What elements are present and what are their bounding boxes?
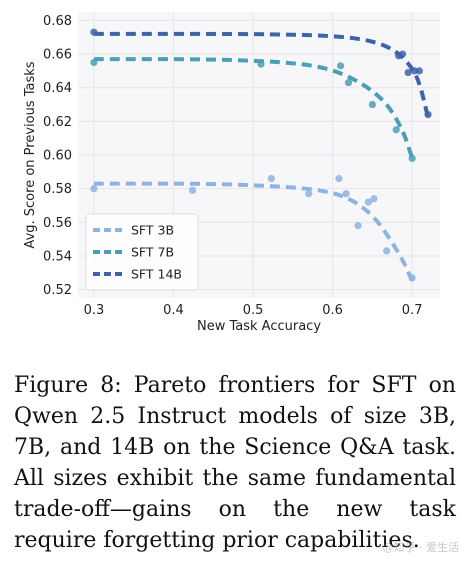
x-tick-label: 0.3 — [84, 303, 105, 318]
frontier-line — [93, 57, 415, 159]
data-point — [404, 68, 412, 77]
data-point — [188, 186, 197, 194]
series-sft-7b — [90, 57, 416, 162]
x-tick-label: 0.6 — [322, 303, 343, 318]
data-point — [354, 222, 362, 230]
y-tick-label: 0.60 — [43, 149, 72, 164]
chart-container: 0.3 0.4 0.5 0.6 0.7 0.52 0.54 0.56 0.58 0.60 0.62 0… — [23, 12, 440, 334]
x-axis-label: New Task Accuracy — [197, 319, 321, 334]
series-layer — [90, 28, 432, 283]
pareto-chart: 0.3 0.4 0.5 0.6 0.7 0.52 0.54 0.56 0.58 0.60 0.62 0… — [23, 12, 440, 334]
data-point — [370, 195, 378, 203]
y-tick-label: 0.52 — [43, 283, 72, 298]
data-point — [342, 190, 350, 198]
watermark: @知乎 · 爱生活 — [382, 541, 460, 554]
data-point — [368, 100, 376, 109]
legend: SFT 3B SFT 7B SFT 14B — [85, 213, 199, 291]
axes: 0.3 0.4 0.5 0.6 0.7 0.52 0.54 0.56 0.58 0.60 0.62 0… — [43, 14, 422, 318]
legend-box — [85, 213, 199, 291]
y-tick-label: 0.56 — [43, 216, 72, 231]
data-point — [344, 79, 353, 87]
figure-caption: Figure 8: Pareto frontiers for SFT on Qw… — [14, 373, 456, 553]
y-tick-label: 0.54 — [43, 249, 72, 264]
y-tick-label: 0.66 — [43, 48, 72, 63]
data-point — [392, 126, 400, 134]
y-tick-label: 0.62 — [43, 115, 72, 130]
legend-label: SFT 3B — [131, 223, 174, 238]
x-tick-label: 0.5 — [243, 303, 264, 318]
data-point — [267, 174, 275, 183]
legend-label: SFT 14B — [131, 267, 182, 282]
y-axis-label: Avg. Score on Previous Tasks — [23, 61, 38, 248]
data-point — [335, 174, 343, 183]
y-tick-label: 0.64 — [43, 81, 72, 96]
data-point — [364, 198, 372, 206]
data-point — [336, 62, 345, 70]
y-tick-label: 0.58 — [43, 182, 72, 197]
y-tick-label: 0.68 — [43, 14, 72, 29]
data-point — [415, 67, 423, 75]
data-point — [383, 247, 391, 255]
series-sft-14b — [90, 28, 432, 119]
data-point — [90, 185, 98, 193]
data-point — [305, 190, 313, 198]
frontier-line — [93, 181, 414, 283]
x-tick-label: 0.7 — [402, 303, 423, 318]
series-sft-3b — [90, 174, 416, 283]
legend-label: SFT 7B — [131, 245, 174, 260]
x-tick-label: 0.4 — [163, 303, 184, 318]
